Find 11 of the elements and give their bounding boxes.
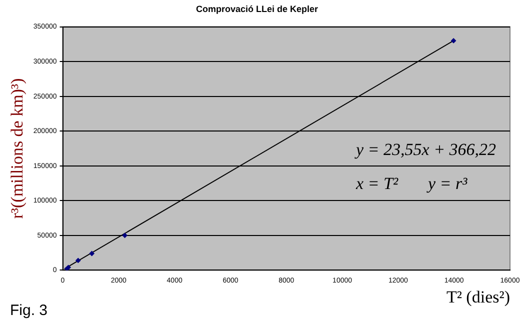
point	[89, 251, 94, 256]
chart-title: Comprovació LLei de Kepler	[196, 4, 319, 14]
annotation: y = 23,55x + 366,22	[356, 140, 496, 160]
point	[76, 258, 81, 263]
annotation: x = T²	[356, 174, 398, 194]
point	[122, 232, 128, 238]
point	[451, 38, 456, 44]
caption: Fig. 3	[10, 302, 48, 319]
y-axis-title: r³((millions de km)³)	[8, 78, 27, 219]
annotation: y = r³	[428, 174, 468, 194]
x-axis-title: T² (dies²)	[446, 287, 510, 306]
